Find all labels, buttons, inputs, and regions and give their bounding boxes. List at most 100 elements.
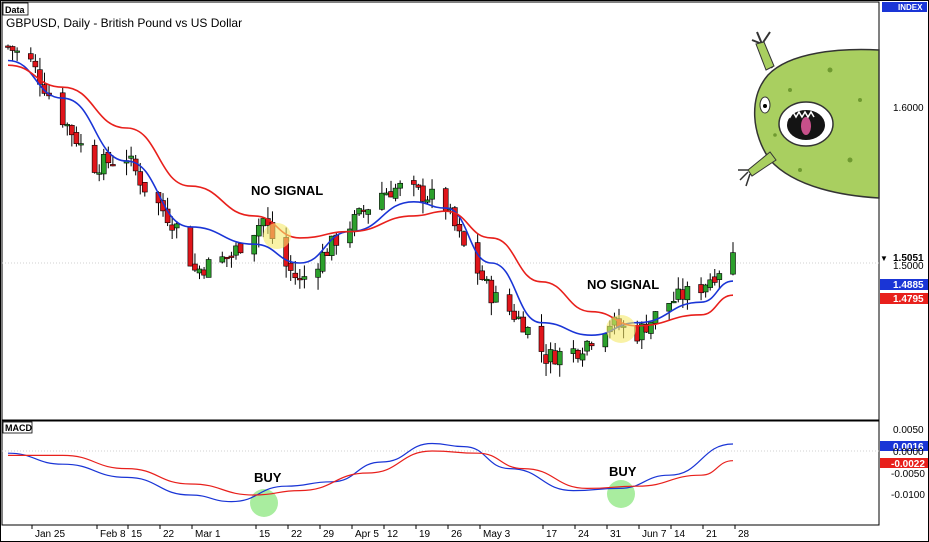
candle <box>479 265 486 281</box>
macd-axis-mid: 0.0000 <box>893 447 924 458</box>
buy-label-2: BUY <box>609 464 637 479</box>
candle <box>525 326 531 339</box>
candle-body <box>570 348 577 354</box>
candle-body <box>383 192 390 196</box>
candle-body <box>14 50 20 53</box>
candle-body <box>196 268 203 274</box>
candle <box>716 270 723 289</box>
candle <box>379 181 385 211</box>
candle-body <box>78 143 84 146</box>
candle-body <box>91 144 98 173</box>
candle <box>100 148 107 181</box>
time-tick-label: 29 <box>323 529 335 540</box>
candle-body <box>698 284 704 294</box>
candle <box>219 251 226 264</box>
candle <box>128 146 134 167</box>
candle-body <box>201 269 207 276</box>
macd-axis-bottom: -0.0100 <box>891 490 925 501</box>
candle <box>397 180 403 197</box>
candle <box>73 126 80 147</box>
candle-body <box>493 292 499 303</box>
candle <box>456 217 463 238</box>
macd-panel[interactable] <box>1 420 880 526</box>
candle-body <box>520 316 527 333</box>
macd-lines <box>7 442 734 503</box>
candle-body <box>602 333 609 348</box>
candle <box>292 260 299 285</box>
candle-body <box>579 353 586 361</box>
price-axis-gridline: 1.5000 <box>893 261 924 272</box>
candle-body <box>160 200 166 212</box>
candle-body <box>292 272 299 279</box>
candle <box>584 340 590 356</box>
time-tick-label: Apr 5 <box>355 529 379 540</box>
candle <box>255 218 262 248</box>
candle <box>9 45 16 62</box>
time-tick-label: 22 <box>163 529 175 540</box>
candle <box>91 139 98 174</box>
candle <box>141 181 148 197</box>
macd-tag-label: MACD <box>5 423 32 433</box>
candle-body <box>397 182 403 189</box>
candle-body <box>224 256 230 260</box>
candle-body <box>64 124 71 127</box>
candle-body <box>552 350 558 365</box>
ema-slow-tag: 1.4795 <box>880 293 928 305</box>
candle <box>420 178 426 214</box>
candle <box>192 253 198 272</box>
candle <box>137 162 144 195</box>
macd-axis-upper: 0.0050 <box>893 425 924 436</box>
candle-body <box>666 303 672 312</box>
candle <box>488 275 495 316</box>
time-tick-label: 26 <box>451 529 463 540</box>
candle-body <box>584 340 590 352</box>
macd-fast-tag: 0.0016 <box>880 441 928 453</box>
candle-body <box>420 185 426 202</box>
index-tag[interactable]: INDEX <box>882 2 927 12</box>
candle-body <box>588 343 595 347</box>
candle-body <box>324 251 330 256</box>
candle-body <box>525 327 531 335</box>
candle <box>224 256 230 268</box>
candle-body <box>424 199 431 203</box>
buy-circle-1 <box>250 489 278 517</box>
candle <box>228 251 235 268</box>
candle <box>493 285 499 303</box>
candle-body <box>707 279 714 288</box>
time-tick-label: May 3 <box>483 529 511 540</box>
macd-line <box>7 442 734 503</box>
time-tick-label: Feb 8 <box>100 529 126 540</box>
candle <box>59 87 66 128</box>
candle-body <box>110 164 116 167</box>
time-tick-label: Mar 1 <box>195 529 221 540</box>
candle <box>392 183 399 202</box>
candle <box>579 347 586 367</box>
candle-body <box>100 154 107 175</box>
candle <box>205 257 212 278</box>
candle-body <box>547 349 554 363</box>
index-tag-label: INDEX <box>898 3 923 12</box>
candle <box>301 265 308 289</box>
candle-body <box>538 325 545 352</box>
candle-body <box>392 187 399 199</box>
candle-body <box>219 256 226 263</box>
candle <box>319 243 326 274</box>
candle <box>41 72 48 96</box>
current-price-tag: ▼ 1.5051 <box>880 252 928 264</box>
candle-body <box>260 218 267 227</box>
candle <box>315 263 321 290</box>
candle-body <box>96 172 102 175</box>
time-tick-label: 24 <box>578 529 590 540</box>
candle-body <box>388 191 394 198</box>
candle-body <box>702 284 709 293</box>
candlestick-series <box>5 44 736 377</box>
candle <box>702 283 709 298</box>
candle-body <box>483 278 490 282</box>
candle <box>429 179 435 209</box>
candle-body <box>319 252 326 272</box>
candle-body <box>452 207 458 227</box>
time-tick-label: 19 <box>419 529 431 540</box>
candle-body <box>730 252 736 275</box>
candle <box>32 54 39 73</box>
candle <box>411 175 417 197</box>
